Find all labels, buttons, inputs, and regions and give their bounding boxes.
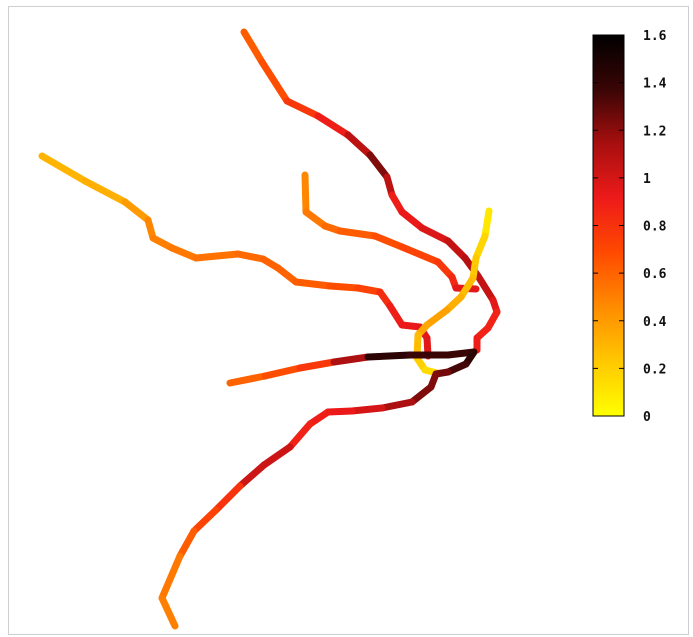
series-1 xyxy=(240,28,501,354)
series-5-segment xyxy=(190,506,220,535)
series-5-segment xyxy=(306,408,332,428)
series-5-segment xyxy=(408,383,435,406)
series-4-segment xyxy=(472,232,489,262)
series-3-segment xyxy=(302,208,329,230)
colorbar-tick-label: 1 xyxy=(643,172,651,187)
series-1-segment xyxy=(366,151,391,181)
series-2-segment xyxy=(326,282,362,292)
colorbar-tick-label: 0.6 xyxy=(643,267,667,282)
colorbar-tick-label: 0.4 xyxy=(643,315,667,330)
series-1-segment xyxy=(240,28,266,66)
colorbar-tick-label: 0.2 xyxy=(643,362,666,377)
series-layer xyxy=(38,28,501,630)
series-2-segment xyxy=(81,177,129,206)
series-5-segment xyxy=(226,372,269,387)
series-5-segment xyxy=(364,351,414,361)
series-1-segment xyxy=(398,208,426,232)
plot-frame xyxy=(8,6,689,635)
series-5-segment xyxy=(348,404,386,415)
series-3-segment xyxy=(336,227,379,240)
series-5 xyxy=(158,348,478,630)
series-2-segment xyxy=(292,278,334,290)
series-1-segment xyxy=(283,97,322,120)
series-5-segment xyxy=(212,482,244,514)
series-3-segment xyxy=(398,243,442,266)
series-2-segment xyxy=(274,264,300,286)
series-2-segment xyxy=(168,244,200,262)
colorbar-tick-label: 0 xyxy=(643,410,651,425)
series-5-segment xyxy=(286,420,314,451)
series-5-segment xyxy=(261,364,304,380)
series-1-segment xyxy=(444,237,469,262)
series-1-segment xyxy=(474,272,497,304)
colorbar-tick-label: 1.4 xyxy=(643,77,667,92)
series-1-segment xyxy=(258,58,291,105)
series-5-segment xyxy=(260,443,294,469)
series-2-segment xyxy=(121,198,152,224)
series-3-segment xyxy=(371,232,406,251)
series-2-segment xyxy=(354,284,384,296)
series-5-segment xyxy=(176,527,198,560)
colorbar-tick-label: 0.8 xyxy=(643,220,667,235)
series-1-segment xyxy=(314,112,352,139)
colorbar-ticks: 0 0.2 0.4 0.6 0.8 1 1.2 1.4 1.6 xyxy=(593,29,667,425)
series-5-segment xyxy=(158,594,179,630)
colorbar-tick-label: 1.6 xyxy=(643,29,667,44)
series-4-segment xyxy=(457,274,477,301)
series-4-segment xyxy=(481,207,493,240)
series-3-segment xyxy=(301,171,310,216)
series-2-segment xyxy=(234,250,267,263)
series-4 xyxy=(413,207,493,377)
colorbar: 0 0.2 0.4 0.6 0.8 1 1.2 1.4 1.6 xyxy=(592,29,667,425)
series-5-segment xyxy=(324,407,356,416)
series-2-segment xyxy=(386,302,406,329)
series-1-segment xyxy=(418,224,452,245)
colorbar-gradient xyxy=(592,34,625,417)
series-5-segment xyxy=(296,358,338,372)
series-5-segment xyxy=(158,552,184,602)
series-3 xyxy=(301,171,480,293)
series-2-segment xyxy=(38,152,89,185)
series-1-segment xyxy=(344,131,374,159)
series-5-segment xyxy=(378,398,416,412)
colorbar-tick-label: 1.2 xyxy=(643,124,666,139)
series-2 xyxy=(38,152,432,360)
series-2-segment xyxy=(192,250,242,262)
series-5-segment xyxy=(236,461,268,490)
series-5-segment xyxy=(330,353,372,366)
series-4-segment xyxy=(423,306,451,329)
series-2-segment xyxy=(149,234,176,252)
